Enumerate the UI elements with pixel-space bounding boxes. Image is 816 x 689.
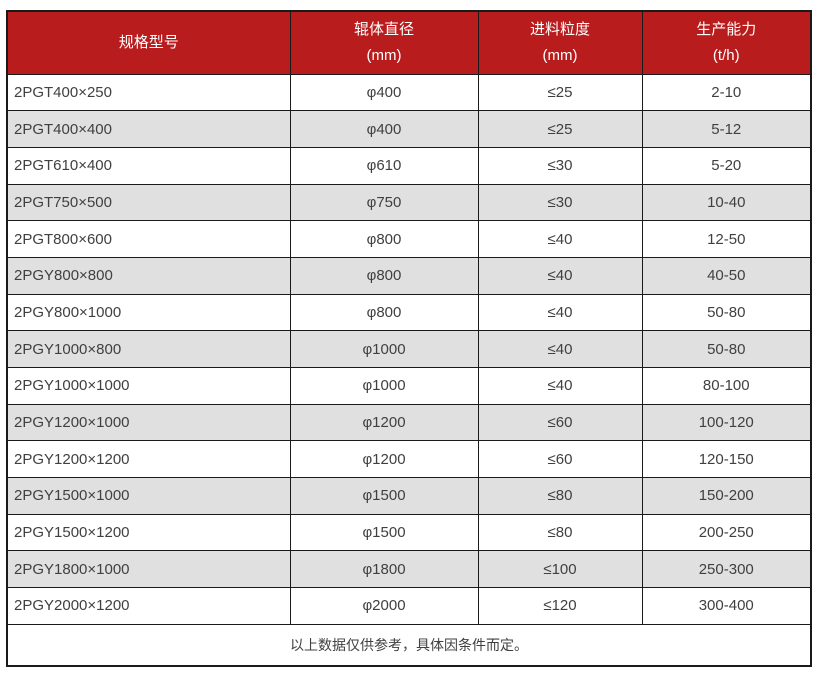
model-cell: 2PGY2000×1200: [6, 587, 291, 625]
column-header-unit: (t/h): [712, 46, 740, 64]
feed-size-cell: ≤25: [477, 73, 643, 112]
table-row: 2PGT750×500 φ750 ≤30 10-40: [6, 183, 812, 222]
table-row: 2PGY800×800 φ800 ≤40 40-50: [6, 256, 812, 295]
model-cell: 2PGY1000×1000: [6, 367, 291, 405]
column-header-label: 规格型号: [118, 33, 179, 51]
feed-size-cell: ≤80: [477, 513, 643, 552]
capacity-cell: 5-12: [641, 110, 812, 148]
table-header: 规格型号 辊体直径 (mm) 进料粒度 (mm) 生产能力 (t/h): [6, 10, 812, 75]
model-cell: 2PGT400×400: [6, 110, 291, 148]
model-cell: 2PGY1200×1200: [6, 440, 291, 479]
footer-row: 以上数据仅供参考，具体因条件而定。: [6, 623, 812, 667]
table-row: 2PGY1500×1200 φ1500 ≤80 200-250: [6, 513, 812, 552]
feed-size-cell: ≤40: [477, 293, 643, 332]
column-header-label: 进料粒度: [529, 20, 590, 38]
capacity-cell: 250-300: [641, 550, 812, 589]
capacity-cell: 12-50: [641, 220, 812, 258]
table-row: 2PGY2000×1200 φ2000 ≤120 300-400: [6, 587, 812, 625]
model-cell: 2PGY1800×1000: [6, 550, 291, 589]
diameter-cell: φ400: [289, 73, 479, 112]
table-footer: 以上数据仅供参考，具体因条件而定。: [6, 623, 812, 667]
column-header-capacity: 生产能力 (t/h): [641, 10, 812, 75]
capacity-cell: 80-100: [641, 367, 812, 405]
column-header-label: 辊体直径: [353, 20, 414, 38]
feed-size-cell: ≤100: [477, 550, 643, 589]
diameter-cell: φ1800: [289, 550, 479, 589]
feed-size-cell: ≤40: [477, 330, 643, 368]
feed-size-cell: ≤30: [477, 146, 643, 185]
table-row: 2PGT400×250 φ400 ≤25 2-10: [6, 73, 812, 112]
diameter-cell: φ1000: [289, 330, 479, 368]
diameter-cell: φ800: [289, 293, 479, 332]
column-header-model: 规格型号: [6, 10, 291, 75]
diameter-cell: φ1500: [289, 513, 479, 552]
capacity-cell: 150-200: [641, 477, 812, 515]
capacity-cell: 10-40: [641, 183, 812, 222]
table-row: 2PGT800×600 φ800 ≤40 12-50: [6, 220, 812, 258]
column-header-unit: (mm): [542, 46, 578, 64]
table-row: 2PGY1000×1000 φ1000 ≤40 80-100: [6, 367, 812, 405]
capacity-cell: 50-80: [641, 293, 812, 332]
table-row: 2PGY1500×1000 φ1500 ≤80 150-200: [6, 477, 812, 515]
model-cell: 2PGY800×1000: [6, 293, 291, 332]
feed-size-cell: ≤60: [477, 440, 643, 479]
model-cell: 2PGY800×800: [6, 256, 291, 295]
table-body: 2PGT400×250 φ400 ≤25 2-10 2PGT400×400 φ400 ≤25…: [6, 73, 812, 625]
feed-size-cell: ≤40: [477, 220, 643, 258]
diameter-cell: φ2000: [289, 587, 479, 625]
feed-size-cell: ≤80: [477, 477, 643, 515]
column-header-label: 生产能力: [696, 20, 757, 38]
capacity-cell: 40-50: [641, 256, 812, 295]
feed-size-cell: ≤120: [477, 587, 643, 625]
table-row: 2PGT610×400 φ610 ≤30 5-20: [6, 146, 812, 185]
capacity-cell: 200-250: [641, 513, 812, 552]
diameter-cell: φ1200: [289, 403, 479, 442]
model-cell: 2PGY1500×1200: [6, 513, 291, 552]
feed-size-cell: ≤60: [477, 403, 643, 442]
feed-size-cell: ≤30: [477, 183, 643, 222]
model-cell: 2PGT750×500: [6, 183, 291, 222]
feed-size-cell: ≤25: [477, 110, 643, 148]
model-cell: 2PGY1500×1000: [6, 477, 291, 515]
diameter-cell: φ400: [289, 110, 479, 148]
footer-note: 以上数据仅供参考，具体因条件而定。: [6, 623, 812, 667]
model-cell: 2PGT800×600: [6, 220, 291, 258]
table-row: 2PGT400×400 φ400 ≤25 5-12: [6, 110, 812, 148]
capacity-cell: 100-120: [641, 403, 812, 442]
diameter-cell: φ1500: [289, 477, 479, 515]
spec-table: 规格型号 辊体直径 (mm) 进料粒度 (mm) 生产能力 (t/h) 2PGT400×25…: [6, 10, 812, 668]
feed-size-cell: ≤40: [477, 256, 643, 295]
diameter-cell: φ610: [289, 146, 479, 185]
diameter-cell: φ750: [289, 183, 479, 222]
capacity-cell: 120-150: [641, 440, 812, 479]
model-cell: 2PGT610×400: [6, 146, 291, 185]
table-row: 2PGY1200×1000 φ1200 ≤60 100-120: [6, 403, 812, 442]
diameter-cell: φ800: [289, 220, 479, 258]
diameter-cell: φ1000: [289, 367, 479, 405]
column-header-roller-diameter: 辊体直径 (mm): [289, 10, 479, 75]
diameter-cell: φ800: [289, 256, 479, 295]
header-row: 规格型号 辊体直径 (mm) 进料粒度 (mm) 生产能力 (t/h): [6, 10, 812, 75]
table-row: 2PGY800×1000 φ800 ≤40 50-80: [6, 293, 812, 332]
capacity-cell: 5-20: [641, 146, 812, 185]
feed-size-cell: ≤40: [477, 367, 643, 405]
capacity-cell: 2-10: [641, 73, 812, 112]
capacity-cell: 50-80: [641, 330, 812, 368]
table-row: 2PGY1800×1000 φ1800 ≤100 250-300: [6, 550, 812, 589]
model-cell: 2PGY1200×1000: [6, 403, 291, 442]
column-header-feed-size: 进料粒度 (mm): [477, 10, 643, 75]
model-cell: 2PGY1000×800: [6, 330, 291, 368]
diameter-cell: φ1200: [289, 440, 479, 479]
table-row: 2PGY1200×1200 φ1200 ≤60 120-150: [6, 440, 812, 479]
capacity-cell: 300-400: [641, 587, 812, 625]
model-cell: 2PGT400×250: [6, 73, 291, 112]
table-row: 2PGY1000×800 φ1000 ≤40 50-80: [6, 330, 812, 368]
column-header-unit: (mm): [366, 46, 402, 64]
